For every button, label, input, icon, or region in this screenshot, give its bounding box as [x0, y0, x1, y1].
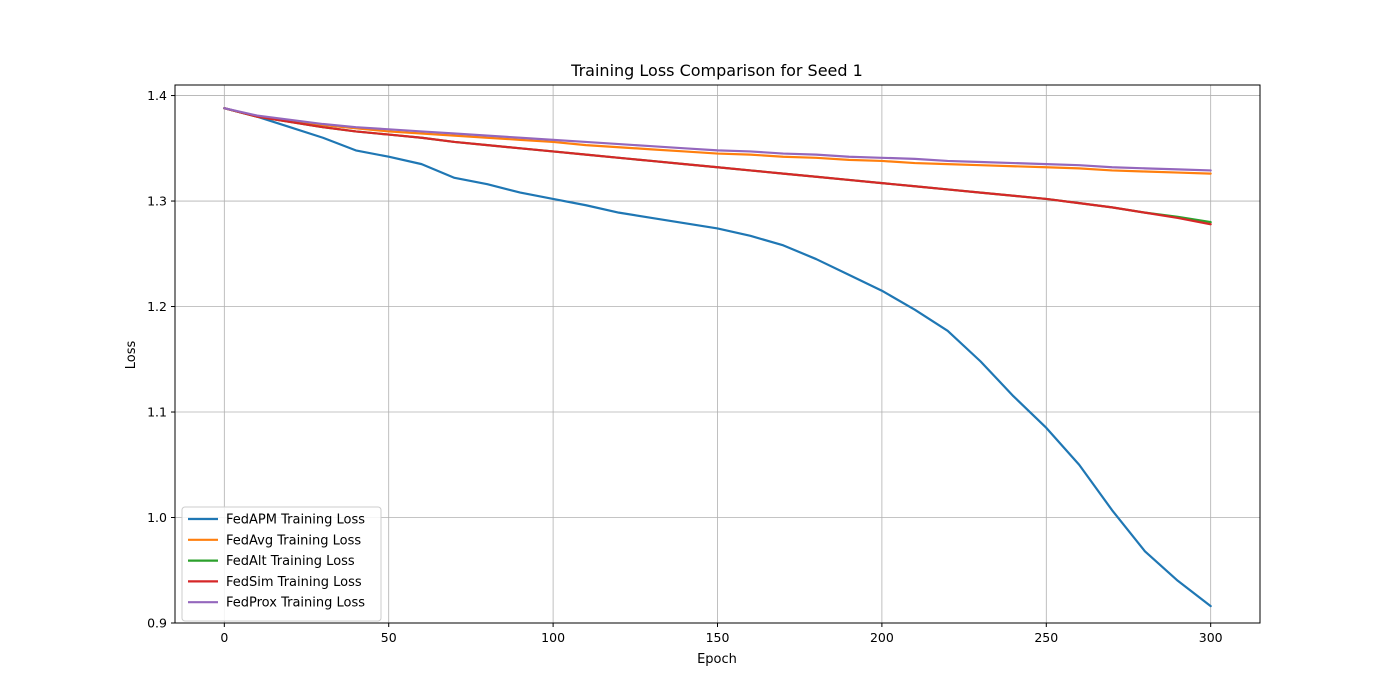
legend-label-fedavg-training-loss: FedAvg Training Loss [226, 533, 361, 548]
legend-label-fedprox-training-loss: FedProx Training Loss [226, 596, 365, 611]
x-tick-label: 0 [220, 630, 228, 645]
x-tick-label: 100 [541, 630, 565, 645]
x-tick-label: 250 [1034, 630, 1058, 645]
series-line-fedavg-training-loss [223, 107, 1212, 175]
y-tick-label: 1.0 [147, 510, 167, 525]
y-tick-label: 0.9 [147, 616, 167, 631]
x-tick-label: 50 [381, 630, 397, 645]
y-tick-label: 1.3 [147, 194, 167, 209]
legend-label-fedapm-training-loss: FedAPM Training Loss [226, 513, 365, 528]
series-line-fedsim-training-loss [223, 107, 1212, 226]
x-tick-label: 150 [706, 630, 730, 645]
y-tick-label: 1.2 [147, 299, 167, 314]
y-tick-label: 1.1 [147, 405, 167, 420]
y-axis-label: Loss [124, 341, 139, 370]
legend: FedAPM Training Loss FedAvg Training Loss… [181, 506, 382, 622]
axis-ticks: 0 50 100 150 200 250 300 0.9 1.0 1.1 1.2 1.3 1.4 [147, 88, 1223, 645]
x-tick-label: 300 [1199, 630, 1223, 645]
legend-label-fedsim-training-loss: FedSim Training Loss [226, 575, 362, 590]
x-tick-label: 200 [870, 630, 894, 645]
y-tick-label: 1.4 [147, 88, 167, 103]
series-line-fedapm-training-loss [223, 107, 1212, 608]
series-line-fedprox-training-loss [223, 107, 1212, 172]
x-axis-label: Epoch [697, 652, 737, 667]
legend-label-fedalt-training-loss: FedAlt Training Loss [226, 554, 355, 569]
grid [175, 85, 1260, 624]
legend-box [181, 506, 382, 622]
series-layer [223, 107, 1212, 608]
chart-title: Training Loss Comparison for Seed 1 [570, 61, 863, 80]
